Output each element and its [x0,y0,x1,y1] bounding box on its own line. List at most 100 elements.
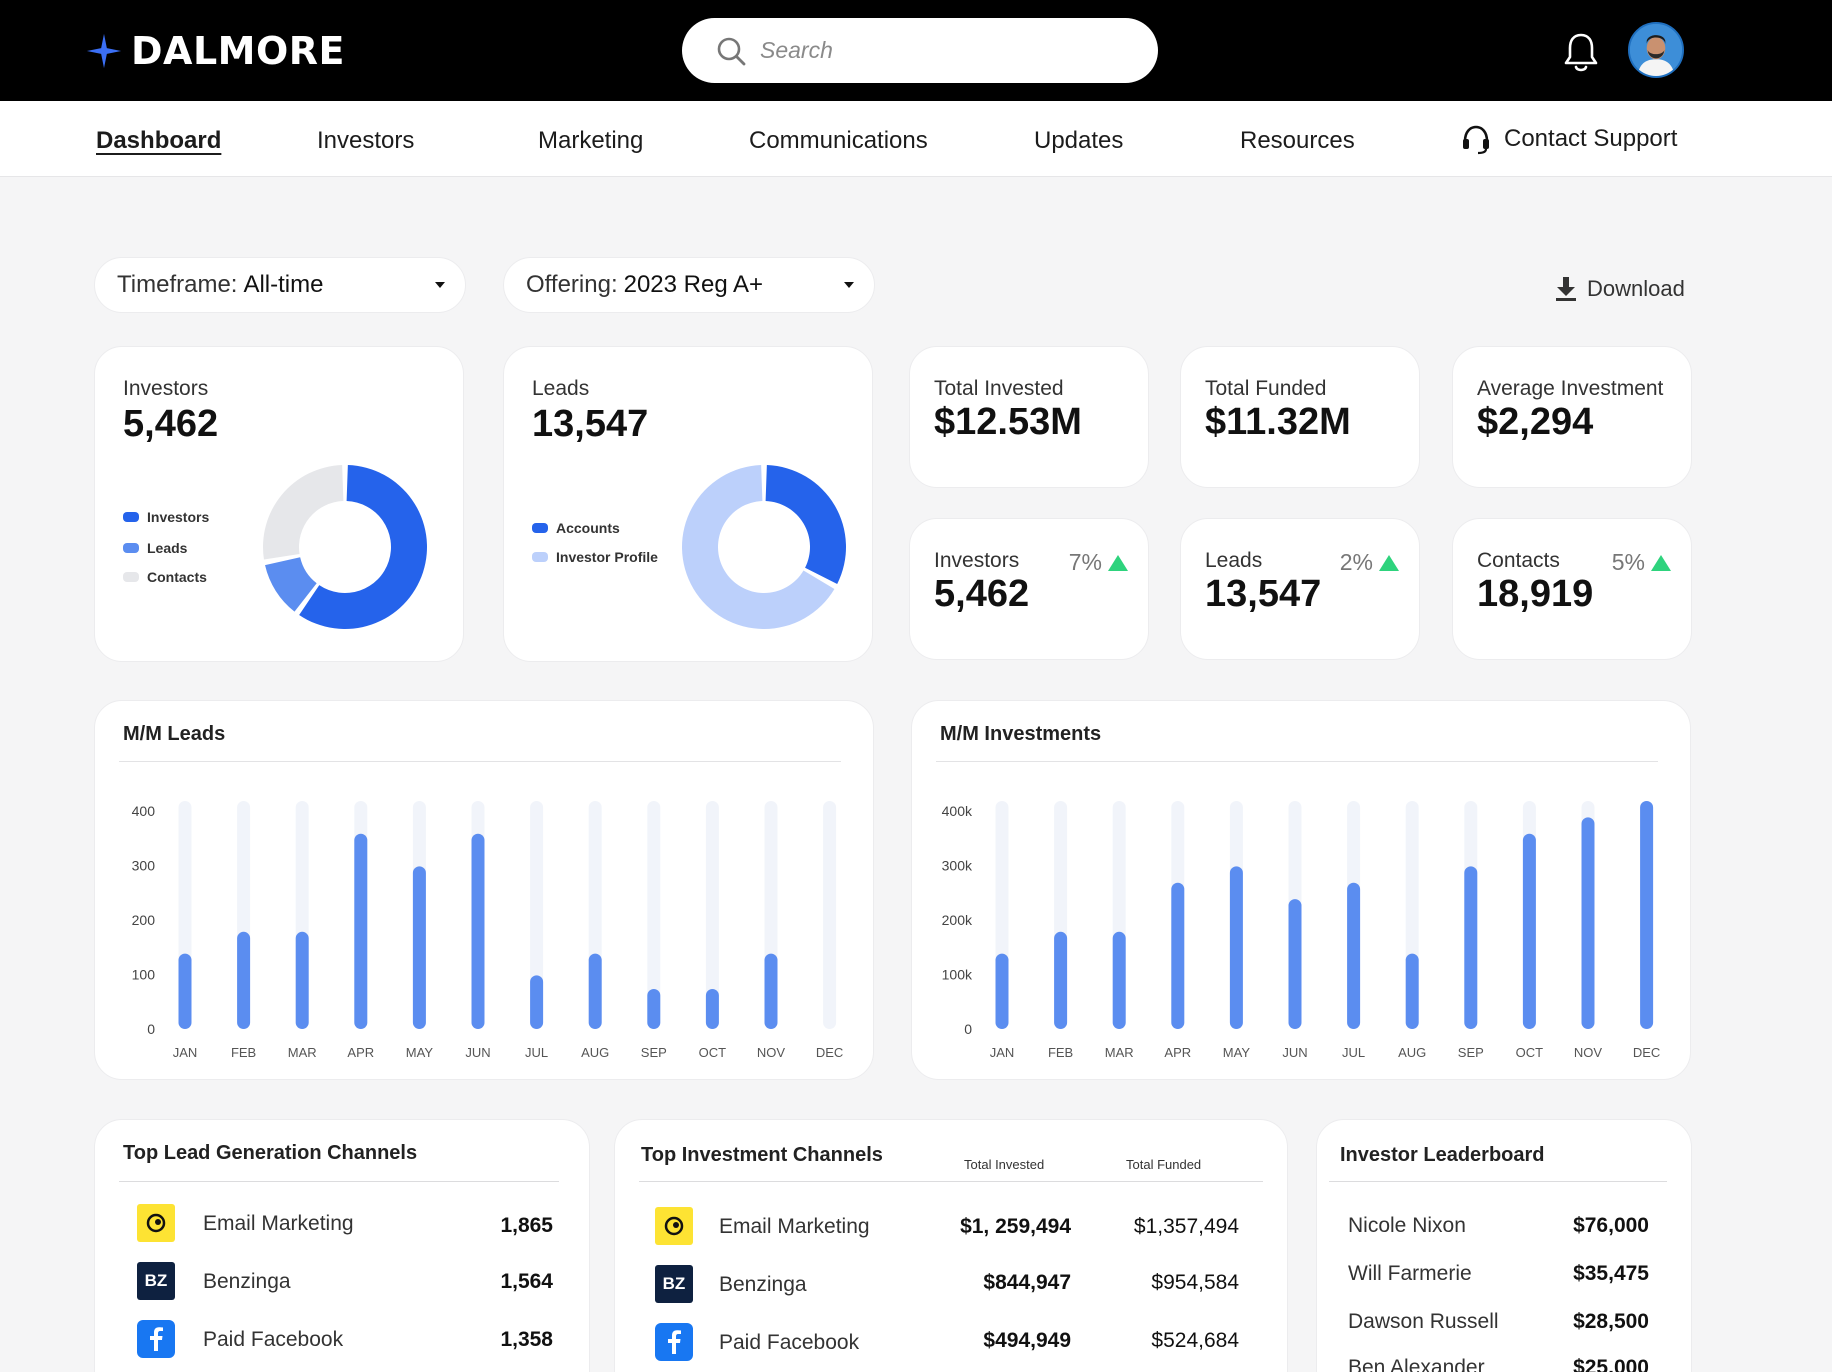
mm-investments-card: M/M Investments 0 100k 200k 300k 400k JAN FEB M… [911,700,1691,1080]
y-tick-label: 0 [147,1021,155,1037]
contact-support-link[interactable]: Contact Support [1460,123,1677,155]
bar-may[interactable] [1229,866,1243,1029]
nav-investors[interactable]: Investors [317,127,415,154]
top-bar: DALMORE [0,0,1832,101]
bar-nov[interactable] [1581,817,1595,1029]
bar-mar[interactable] [295,931,309,1029]
chart-title: M/M Leads [123,723,226,745]
bar-jul[interactable] [530,975,544,1029]
divider [1329,1181,1667,1182]
timeframe-filter[interactable]: Timeframe: All-time [94,257,466,313]
bar-track [823,801,837,1029]
bar-sep[interactable] [1464,866,1478,1029]
bar-jul[interactable] [1347,882,1361,1029]
leads-card-value: 13,547 [532,403,649,445]
bar-apr[interactable] [1171,882,1185,1029]
bar-jan[interactable] [995,953,1009,1029]
search-input[interactable] [760,37,1120,64]
average-investment-value: $2,294 [1477,401,1594,443]
x-tick-label: OCT [699,1045,727,1060]
y-tick-label: 400 [132,803,156,819]
investors-growth-card: Investors 7% 5,462 [909,518,1149,660]
bar-jun[interactable] [1288,899,1302,1029]
channel-invested: $1, 259,494 [960,1215,1071,1238]
channel-name: Paid Facebook [203,1328,344,1351]
bar-dec[interactable] [1640,801,1654,1029]
star-icon [86,33,122,69]
nav-updates[interactable]: Updates [1034,127,1124,154]
legend-item: Leads [123,540,187,556]
total-invested-value: $12.53M [934,401,1082,443]
facebook-glyph [655,1323,693,1361]
growth-percent: 2% [1340,549,1399,576]
x-tick-label: MAR [1105,1045,1134,1060]
bar-aug[interactable] [1405,953,1419,1029]
x-tick-label: JAN [990,1045,1015,1060]
x-tick-label: JAN [173,1045,198,1060]
bar-nov[interactable] [764,953,778,1029]
leaderboard-value: $28,500 [1573,1310,1649,1333]
legend-label: Contacts [147,569,207,585]
x-tick-label: OCT [1516,1045,1544,1060]
leaderboard-name: Nicole Nixon [1348,1214,1466,1237]
trend-up-icon [1651,554,1671,571]
search-bar[interactable] [682,18,1158,83]
investors-card-label: Investors [123,377,209,400]
bar-sep[interactable] [647,989,661,1029]
channel-funded: $1,357,494 [1133,1215,1239,1238]
x-tick-label: NOV [1574,1045,1603,1060]
nav-resources[interactable]: Resources [1240,127,1355,154]
legend-item: Investor Profile [532,549,658,565]
leaderboard-name: Dawson Russell [1348,1310,1499,1333]
legend-swatch [123,543,139,553]
y-tick-label: 300k [942,858,973,874]
bar-mar[interactable] [1112,931,1126,1029]
mm-leads-bar-chart: 0 100 200 300 400 JAN FEB MAR APR MAY JUN JUL AUG SEP… [132,801,843,1060]
chart-title: M/M Investments [940,723,1102,745]
caret-down-icon [844,282,854,288]
total-funded-value: $11.32M [1205,401,1351,443]
x-tick-label: MAY [1223,1045,1251,1060]
growth-label: Leads [1205,549,1263,572]
growth-percent: 5% [1612,549,1671,576]
x-tick-label: JUL [1342,1045,1365,1060]
bar-oct[interactable] [1522,833,1536,1029]
legend-swatch [123,512,139,522]
avatar[interactable] [1628,22,1684,78]
bar-jun[interactable] [471,833,485,1029]
bar-aug[interactable] [588,953,602,1029]
y-tick-label: 100 [132,967,156,983]
facebook-icon [137,1320,175,1358]
bell-icon[interactable] [1562,30,1600,74]
growth-label: Contacts [1477,549,1560,572]
bar-feb[interactable] [1054,931,1068,1029]
download-label: Download [1587,276,1685,301]
donut-slice-accounts [765,465,846,584]
bar-may[interactable] [412,866,426,1029]
nav-communications[interactable]: Communications [749,127,928,154]
bar-feb[interactable] [237,931,251,1029]
bar-apr[interactable] [354,833,368,1029]
investors-card-value: 5,462 [123,403,219,445]
mailchimp-glyph [664,1216,684,1236]
bar-jan[interactable] [178,953,192,1029]
timeframe-label: Timeframe: [117,271,238,298]
x-tick-label: JUN [465,1045,490,1060]
nav-marketing[interactable]: Marketing [538,127,644,154]
x-tick-label: FEB [231,1045,256,1060]
legend-swatch [123,572,139,582]
nav-dashboard[interactable]: Dashboard [96,127,222,154]
growth-percent: 7% [1069,549,1128,576]
mailchimp-icon [137,1204,175,1242]
offering-filter[interactable]: Offering: 2023 Reg A+ [503,257,875,313]
download-button[interactable]: Download [1555,276,1685,302]
main-nav: Dashboard Investors Marketing Communicat… [0,101,1832,177]
x-tick-label: JUL [525,1045,548,1060]
bar-oct[interactable] [705,989,719,1029]
mailchimp-glyph [146,1213,166,1233]
investors-donut-chart [263,465,428,629]
legend-item: Investors [123,509,209,525]
brand-logo[interactable]: DALMORE [85,28,345,74]
legend-label: Investor Profile [556,549,658,565]
lead-channels-card: Top Lead Generation Channels Email Marke… [94,1119,590,1372]
